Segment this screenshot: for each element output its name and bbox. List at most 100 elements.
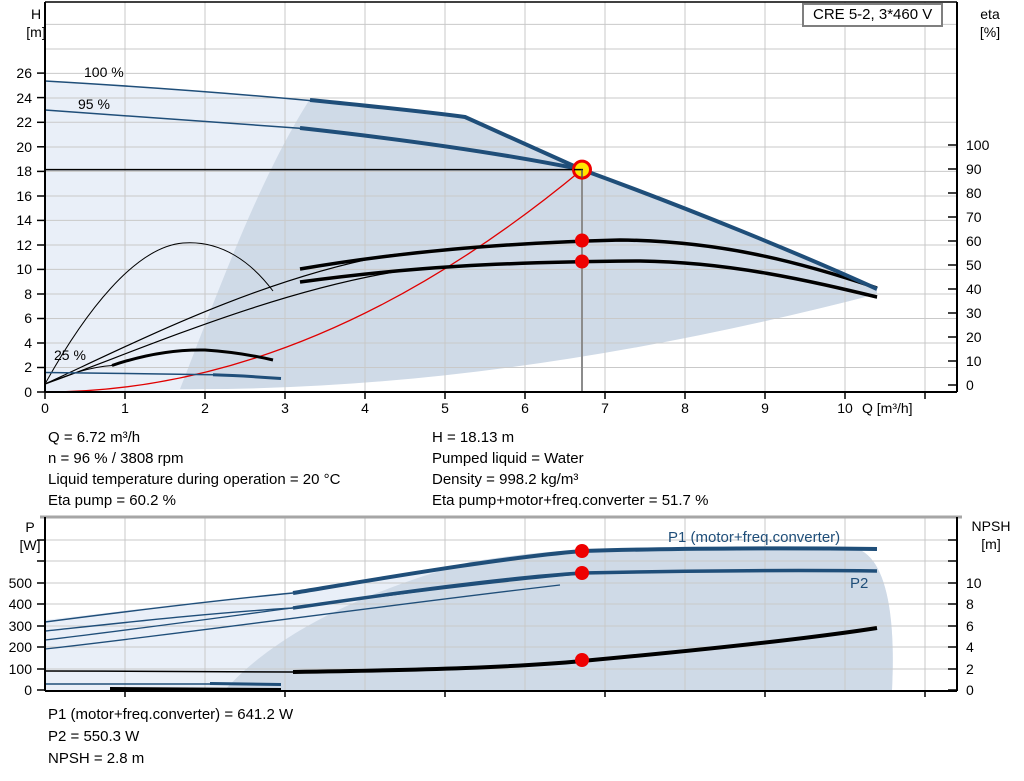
npsh-duty-dot — [575, 653, 589, 667]
duty-liquid: Pumped liquid = Water — [432, 450, 584, 467]
eta-pump-duty-dot — [575, 233, 589, 248]
qh-max-boundary-thick — [309, 98, 878, 291]
eta-total-duty-dot — [575, 254, 589, 269]
q-tick: 0 — [41, 400, 49, 416]
duty-npsh: NPSH = 2.8 m — [48, 750, 145, 767]
h-tick: 26 — [16, 65, 32, 81]
q-tick: 2 — [201, 400, 209, 416]
h-tick: 18 — [16, 163, 32, 179]
speed-95-label: 95 % — [78, 96, 110, 112]
eta-axis-title: eta [%] — [979, 6, 1001, 40]
eta-pump-curve-thick — [299, 238, 878, 290]
bottom-axes — [37, 515, 962, 697]
p2-reference-thin — [44, 584, 561, 650]
eta-total-25pct-thick — [111, 348, 274, 367]
speed-25-label: 25 % — [54, 347, 86, 363]
duty-p2: P2 = 550.3 W — [48, 728, 140, 745]
duty-eta-pump: Eta pump = 60.2 % — [48, 492, 176, 509]
eta-tick: 0 — [966, 377, 974, 393]
bottom-grid — [45, 517, 957, 691]
h-tick: 22 — [16, 114, 32, 130]
npsh-tick: 0 — [966, 682, 974, 698]
eta-tick: 50 — [966, 257, 982, 273]
h-tick: 16 — [16, 188, 32, 204]
eta-tick: 90 — [966, 161, 982, 177]
pump-name-badge: CRE 5-2, 3*460 V — [802, 3, 944, 27]
eta-tick: 80 — [966, 185, 982, 201]
duty-p1: P1 (motor+freq.converter) = 641.2 W — [48, 706, 294, 723]
eta-pump-25pct-arc — [44, 242, 274, 385]
eta-tick: 10 — [966, 353, 982, 369]
power-info: P1 (motor+freq.converter) = 641.2 W P2 =… — [48, 704, 293, 770]
p1-curve-label: P1 (motor+freq.converter) — [668, 529, 841, 546]
qh-duty-speed-curve-thick — [299, 126, 583, 172]
eta-tick: 30 — [966, 305, 982, 321]
duty-speed: n = 96 % / 3808 rpm — [48, 450, 184, 467]
p1-curve-thin — [44, 592, 294, 623]
duty-density: Density = 998.2 kg/m³ — [432, 471, 579, 488]
duty-info-right: H = 18.13 m Pumped liquid = Water Densit… — [432, 427, 708, 511]
duty-info-left: Q = 6.72 m³/h n = 96 % / 3808 rpm Liquid… — [48, 427, 340, 511]
h-tick: 0 — [24, 384, 32, 400]
h-tick: 2 — [24, 359, 32, 375]
npsh-tick: 4 — [966, 639, 974, 655]
q-axis-title: Q [m³/h] — [862, 400, 913, 416]
p-axis-title: P [W] — [19, 519, 41, 553]
qh-curve-25pct-thin — [44, 371, 214, 376]
duty-q: Q = 6.72 m³/h — [48, 429, 141, 446]
h-axis-title: H [m] — [26, 6, 46, 40]
eta-total-25pct-thin — [44, 365, 113, 385]
q-tick: 10 — [837, 400, 853, 416]
h-tick: 14 — [16, 212, 32, 228]
p-tick: 0 — [24, 682, 32, 698]
p2-duty-dot — [575, 566, 589, 580]
npsh-axis-title: NPSH [m] — [971, 518, 1011, 552]
p2-curve-label: P2 — [850, 575, 869, 592]
duty-temperature: Liquid temperature during operation = 20… — [48, 471, 341, 488]
h-tick: 24 — [16, 90, 32, 106]
eta-tick: 40 — [966, 281, 982, 297]
top-grid — [45, 2, 957, 392]
h-tick: 8 — [24, 286, 32, 302]
eta-tick: 70 — [966, 209, 982, 225]
q-tick: 9 — [761, 400, 769, 416]
p2-25pct-thick — [109, 687, 282, 691]
p-tick: 400 — [8, 596, 32, 612]
eta-tick: 20 — [966, 329, 982, 345]
p-tick: 500 — [8, 575, 32, 591]
eta-tick: 100 — [966, 137, 990, 153]
p-tick: 200 — [8, 639, 32, 655]
p-tick: 100 — [8, 661, 32, 677]
eta-total-curve-thick — [299, 259, 878, 299]
npsh-curve-thin — [44, 670, 294, 673]
q-tick: 5 — [441, 400, 449, 416]
npsh-tick: 10 — [966, 575, 982, 591]
qh-curve-95pct-thin — [44, 109, 311, 130]
npsh-tick: 2 — [966, 661, 974, 677]
p1-25pct-thick — [209, 682, 282, 686]
q-tick: 6 — [521, 400, 529, 416]
q-tick: 3 — [281, 400, 289, 416]
h-tick: 12 — [16, 237, 32, 253]
system-curve — [44, 169, 583, 393]
p2-curve-thin — [44, 607, 294, 632]
speed-100-label: 100 % — [84, 64, 124, 80]
eta-tick: 60 — [966, 233, 982, 249]
h-tick: 20 — [16, 139, 32, 155]
duty-eta-total: Eta pump+motor+freq.converter = 51.7 % — [432, 492, 709, 509]
q-tick: 7 — [601, 400, 609, 416]
qh-curve-25pct-thick — [212, 373, 282, 380]
h-tick: 10 — [16, 261, 32, 277]
duty-head: H = 18.13 m — [432, 429, 515, 446]
top-axes — [37, 1, 958, 399]
npsh-tick: 6 — [966, 618, 974, 634]
p-tick: 300 — [8, 618, 32, 634]
q-tick: 8 — [681, 400, 689, 416]
h-tick: 6 — [24, 310, 32, 326]
q-tick: 4 — [361, 400, 369, 416]
npsh-tick: 8 — [966, 596, 974, 612]
q-tick: 1 — [121, 400, 129, 416]
p1-duty-dot — [575, 544, 589, 558]
